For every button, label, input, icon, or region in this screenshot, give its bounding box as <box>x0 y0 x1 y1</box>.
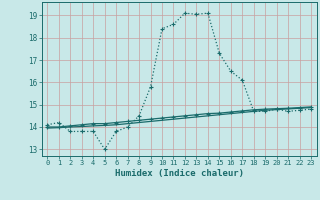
X-axis label: Humidex (Indice chaleur): Humidex (Indice chaleur) <box>115 169 244 178</box>
